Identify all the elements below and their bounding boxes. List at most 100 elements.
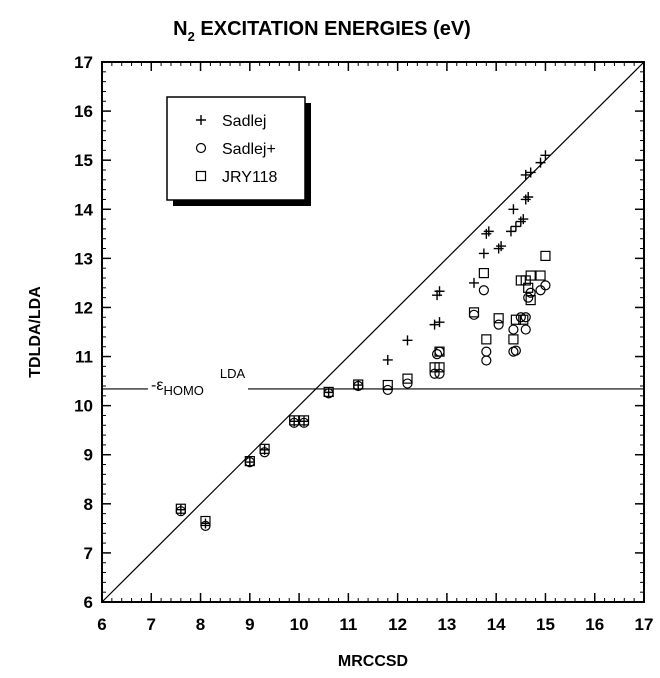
- chart-title-subscript: 2: [188, 29, 195, 44]
- circle-point: [481, 355, 492, 366]
- circle-point: [508, 324, 519, 335]
- y-axis-title: TDLDA/LDA: [27, 286, 44, 378]
- circle-point: [523, 292, 534, 303]
- circle-point: [493, 319, 504, 330]
- square-point: [353, 379, 364, 390]
- square-point: [525, 270, 536, 281]
- square-point: [402, 373, 413, 384]
- y-tick-label: 6: [84, 593, 93, 612]
- plus-point: [520, 169, 531, 180]
- y-tick-label: 11: [75, 348, 93, 367]
- y-axis-ticks: 6 7 8 9 10 11 12 13 14 15 16 17: [74, 53, 644, 612]
- square-point: [382, 379, 393, 391]
- homo-label-prefix: -ε: [151, 377, 163, 394]
- plus-point: [520, 194, 531, 205]
- y-tick-label: 9: [84, 446, 93, 465]
- homo-level-label: -εHOMO LDA: [148, 366, 248, 398]
- legend-label: JRY118: [222, 169, 278, 186]
- x-tick-label: 14: [487, 615, 506, 634]
- x-tick-label: 12: [388, 615, 407, 634]
- x-tick-label: 9: [245, 615, 254, 634]
- circle-point: [520, 312, 531, 323]
- plus-point: [483, 226, 494, 237]
- plus-point: [402, 335, 413, 346]
- square-point: [259, 443, 270, 454]
- circle-point: [481, 346, 492, 357]
- circle-point: [468, 309, 480, 320]
- square-point: [523, 282, 534, 293]
- y-tick-label: 15: [74, 151, 93, 170]
- circle-point: [510, 345, 521, 356]
- x-tick-label: 10: [290, 615, 309, 634]
- plus-point: [481, 228, 492, 239]
- y-tick-label: 7: [84, 544, 93, 563]
- plus-point: [505, 226, 516, 237]
- square-point: [468, 307, 480, 318]
- square-point: [481, 334, 492, 345]
- y-tick-label: 16: [74, 102, 93, 121]
- plus-point: [382, 354, 393, 365]
- data-markers: [175, 150, 551, 532]
- x-tick-label: 6: [97, 615, 106, 634]
- plus-point: [429, 319, 440, 330]
- plus-point: [525, 167, 536, 178]
- square-point: [175, 503, 186, 514]
- square-point: [478, 267, 489, 279]
- x-tick-label: 7: [147, 615, 156, 634]
- legend-items: Sadlej Sadlej+ JRY118: [195, 113, 278, 186]
- plus-point: [540, 150, 551, 161]
- circle-point: [520, 324, 531, 335]
- legend-plus-symbol: [196, 115, 206, 125]
- legend-square-symbol: [195, 170, 207, 182]
- legend-label: Sadlej+: [222, 141, 276, 158]
- x-tick-label: 16: [585, 615, 604, 634]
- diagonal-line: [101, 61, 645, 603]
- x-axis-ticks: 6 7 8 9 10 11 12 13 14 15 16 17: [97, 62, 653, 634]
- square-point: [200, 515, 211, 527]
- chart-title: N2 EXCITATION ENERGIES (eV): [173, 18, 471, 44]
- square-point: [540, 250, 551, 262]
- legend-label: Sadlej: [222, 113, 266, 130]
- square-point: [244, 456, 255, 467]
- y-tick-label: 10: [74, 397, 93, 416]
- square-point: [508, 334, 519, 345]
- homo-label-text: -εHOMO LDA: [151, 366, 246, 398]
- square-point: [434, 346, 445, 357]
- chart-title-main: N: [173, 18, 187, 40]
- square-point: [518, 314, 529, 325]
- y-tick-label: 8: [84, 495, 93, 514]
- y-tick-label: 13: [74, 249, 93, 268]
- square-point: [289, 415, 300, 426]
- homo-label-superscript: LDA: [220, 366, 246, 381]
- square-point: [434, 362, 445, 373]
- square-point: [510, 314, 521, 325]
- y-tick-label: 12: [74, 298, 93, 317]
- chart-title-rest: EXCITATION ENERGIES (eV): [195, 18, 471, 40]
- plus-point: [434, 317, 445, 328]
- plus-point: [434, 286, 445, 297]
- plus-point: [478, 248, 489, 259]
- square-point: [525, 294, 536, 306]
- x-tick-label: 11: [339, 615, 357, 634]
- plot-frame: [101, 61, 645, 603]
- legend-circle-symbol: [195, 142, 207, 154]
- plus-point: [535, 157, 546, 168]
- plus-point: [523, 192, 534, 202]
- plus-point: [493, 243, 504, 254]
- x-tick-label: 17: [635, 615, 654, 634]
- y-tick-label: 17: [74, 53, 93, 72]
- legend-box: [166, 96, 306, 201]
- homo-label-subscript: HOMO: [163, 383, 203, 398]
- circle-point: [434, 346, 445, 357]
- plus-point: [496, 241, 507, 252]
- plus-point: [510, 221, 521, 232]
- square-point: [323, 386, 334, 397]
- square-point: [535, 270, 546, 281]
- x-tick-label: 13: [437, 615, 456, 634]
- circle-point: [478, 285, 489, 296]
- plus-point: [469, 277, 480, 288]
- y-tick-label: 14: [74, 200, 93, 219]
- x-axis-title: MRCCSD: [338, 653, 408, 670]
- square-point: [493, 313, 504, 324]
